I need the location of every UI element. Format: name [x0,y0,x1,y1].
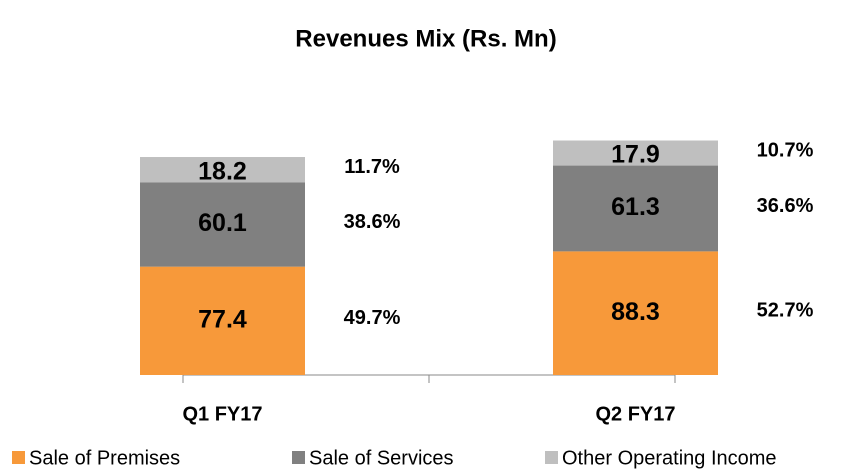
share-label: 10.7% [757,139,814,161]
legend-swatch [292,451,305,464]
legend-label: Sale of Services [309,447,454,469]
data-label: 17.9 [611,141,660,169]
bar-segment [140,182,305,267]
bar-segment [553,140,718,166]
share-label: 52.7% [757,299,814,321]
share-label: 11.7% [344,156,400,178]
share-label: 38.6% [344,211,401,233]
data-label: 61.3 [611,193,660,221]
x-tick-label: Q2 FY17 [595,403,675,425]
chart-title: Revenues Mix (Rs. Mn) [295,25,556,52]
legend-label: Sale of Premises [29,447,180,469]
data-label: 88.3 [611,298,660,326]
legend-label: Other Operating Income [562,447,777,469]
x-tick-label: Q1 FY17 [182,403,262,425]
legend-swatch [545,451,558,464]
data-label: 77.4 [198,305,247,333]
bar-segment [553,165,718,252]
bar-segment [140,266,305,375]
bar-segment [553,251,718,375]
data-label: 18.2 [198,157,247,185]
share-label: 49.7% [344,307,401,329]
data-label: 60.1 [198,209,247,237]
share-label: 36.6% [757,195,814,217]
bar-segment [140,157,305,183]
legend-swatch [12,451,25,464]
